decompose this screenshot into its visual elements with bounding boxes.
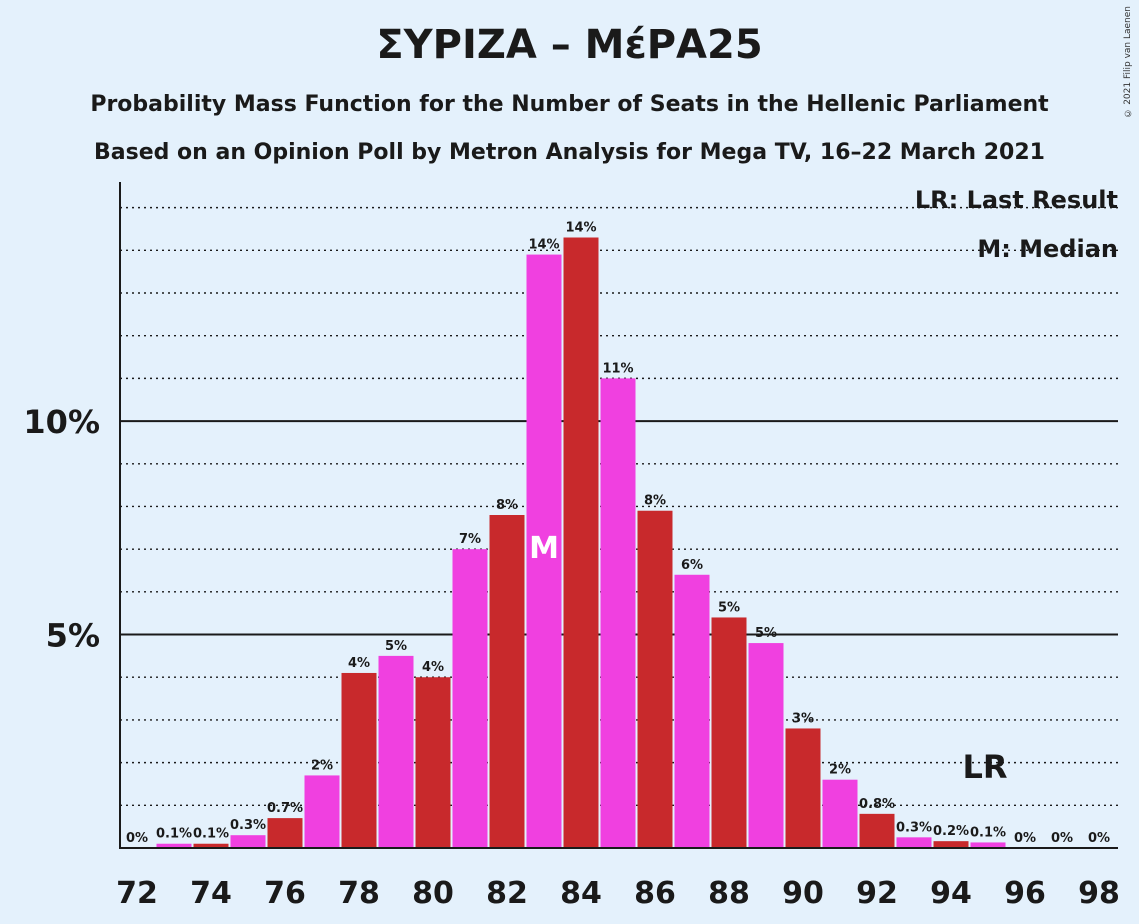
- bar-value-label: 5%: [755, 626, 777, 641]
- bar-value-label: 5%: [385, 639, 407, 654]
- bar-value-label: 6%: [681, 558, 703, 573]
- bar-seat-92: [859, 813, 895, 848]
- bar-seat-79: [378, 655, 414, 848]
- last-result-marker: LR: [962, 748, 1007, 786]
- bar-value-label: 5%: [718, 600, 740, 615]
- x-tick-label: 78: [338, 876, 380, 911]
- bar-value-label: 14%: [528, 238, 559, 253]
- bar-value-label: 0.1%: [193, 827, 229, 842]
- axes: 5% 10% 72 74 76 78 80 82 84 86 88 90 92 94 96 98: [23, 182, 1120, 911]
- y-tick-label: 5%: [46, 617, 100, 655]
- bar-seat-91: [822, 779, 858, 848]
- bar-seat-94: [933, 841, 969, 848]
- bar-value-label: 0.3%: [230, 818, 266, 833]
- x-tick-label: 98: [1078, 876, 1120, 911]
- x-tick-label: 80: [412, 876, 454, 911]
- median-marker: M: [529, 531, 559, 566]
- x-tick-label: 82: [486, 876, 528, 911]
- bar-value-label: 0%: [1088, 831, 1110, 846]
- x-tick-label: 90: [782, 876, 824, 911]
- bar-seat-90: [785, 728, 821, 848]
- x-tick-label: 84: [560, 876, 602, 911]
- bar-seat-81: [452, 549, 488, 848]
- bar-value-label: 14%: [565, 221, 596, 236]
- chart-subtitle-2: Based on an Opinion Poll by Metron Analy…: [94, 140, 1045, 165]
- x-tick-label: 88: [708, 876, 750, 911]
- bar-seat-89: [748, 643, 784, 848]
- bars: [156, 237, 1006, 849]
- bar-seat-88: [711, 617, 747, 848]
- bar-seat-74: [193, 843, 229, 848]
- bar-value-label: 0.1%: [156, 827, 192, 842]
- bar-value-label: 0%: [1014, 831, 1036, 846]
- bar-value-label: 0.7%: [267, 801, 303, 816]
- bar-value-label: 8%: [644, 494, 666, 509]
- bar-value-label: 3%: [792, 711, 814, 726]
- bar-seat-83: [526, 254, 562, 849]
- bar-seat-80: [415, 677, 451, 848]
- bar-value-label: 11%: [602, 361, 633, 376]
- bar-value-label: 0.8%: [859, 797, 895, 812]
- x-tick-label: 72: [116, 876, 158, 911]
- bar-value-label: 7%: [459, 532, 481, 547]
- bar-seat-77: [304, 775, 340, 848]
- bar-value-label: 0%: [1051, 831, 1073, 846]
- bar-labels: 0% 0.1% 0.1%0.3%0.7%2%4%5%4%7%8%14%14%11%8…: [126, 221, 1110, 847]
- legend-median: M: Median: [977, 235, 1118, 263]
- bar-seat-75: [230, 835, 266, 848]
- bar-value-label: 4%: [422, 660, 444, 675]
- x-tick-label: 96: [1004, 876, 1046, 911]
- chart-title: ΣΥΡΙΖΑ – ΜέΡΑ25: [376, 22, 763, 68]
- bar-value-label: 8%: [496, 498, 518, 513]
- legend-last-result: LR: Last Result: [915, 186, 1118, 214]
- bar-seat-73: [156, 843, 192, 848]
- bar-seat-82: [489, 515, 525, 848]
- chart-subtitle: Probability Mass Function for the Number…: [90, 92, 1049, 117]
- bar-seat-86: [637, 510, 673, 848]
- bar-value-label: 0.3%: [896, 820, 932, 835]
- bar-seat-76: [267, 818, 303, 848]
- y-tick-label: 10%: [23, 403, 100, 441]
- bar-value-label: 0.1%: [970, 825, 1006, 840]
- bar-seat-87: [674, 574, 710, 848]
- x-tick-label: 94: [930, 876, 972, 911]
- bar-value-label: 0%: [126, 831, 148, 846]
- bar-value-label: 2%: [829, 763, 851, 778]
- x-tick-label: 86: [634, 876, 676, 911]
- bar-seat-85: [600, 378, 636, 848]
- bar-value-label: 2%: [311, 758, 333, 773]
- bar-seat-93: [896, 837, 932, 848]
- x-tick-label: 92: [856, 876, 898, 911]
- bar-value-label: 0.2%: [933, 824, 969, 839]
- bar-seat-84: [563, 237, 599, 848]
- x-tick-label: 76: [264, 876, 306, 911]
- bar-seat-78: [341, 672, 377, 848]
- bar-value-label: 4%: [348, 656, 370, 671]
- x-tick-label: 74: [190, 876, 232, 911]
- bar-seat-95: [970, 842, 1006, 848]
